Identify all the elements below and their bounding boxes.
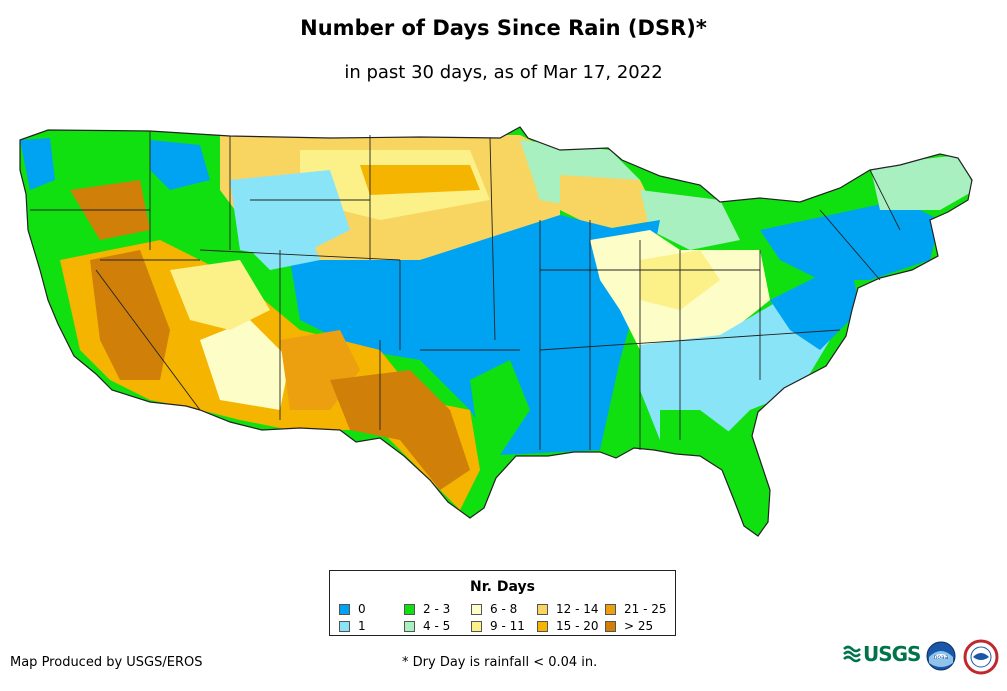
legend-swatch-12-14 (537, 603, 548, 615)
legend-item-12-14: 12 - 14 (537, 602, 599, 616)
legend-swatch-4-5 (404, 620, 415, 632)
legend-item-15-20: 15 - 20 (537, 619, 599, 633)
legend-title: Nr. Days (470, 579, 535, 595)
legend-item-6-8: 6 - 8 (471, 602, 517, 616)
legend-item-gt-25: > 25 (605, 619, 653, 633)
legend-item-4-5: 4 - 5 (404, 619, 450, 633)
us-map (0, 110, 1007, 550)
legend-swatch-1 (339, 620, 350, 632)
legend-label-4-5: 4 - 5 (423, 619, 451, 633)
legend-label-12-14: 12 - 14 (556, 602, 599, 616)
legend: Nr. Days 0 1 2 - 3 4 - 5 6 - 8 9 - 11 12… (329, 570, 676, 636)
legend-swatch-9-11 (471, 620, 482, 632)
noaa-logo: noaa (926, 641, 956, 675)
map-subtitle: in past 30 days, as of Mar 17, 2022 (344, 62, 663, 83)
legend-item-9-11: 9 - 11 (471, 619, 525, 633)
legend-item-1: 1 (339, 619, 366, 633)
legend-swatch-21-25 (605, 603, 616, 615)
state-boundaries (19, 126, 973, 537)
footnote-text: * Dry Day is rainfall < 0.04 in. (402, 655, 598, 670)
noaa-icon: noaa (926, 641, 956, 671)
legend-swatch-15-20 (537, 620, 548, 632)
legend-swatch-gt-25 (605, 620, 616, 632)
map-title: Number of Days Since Rain (DSR)* (300, 16, 707, 40)
legend-item-21-25: 21 - 25 (605, 602, 667, 616)
legend-swatch-2-3 (404, 603, 415, 615)
legend-label-2-3: 2 - 3 (423, 602, 451, 616)
legend-label-9-11: 9 - 11 (490, 619, 525, 633)
legend-label-21-25: 21 - 25 (624, 602, 667, 616)
nws-icon (963, 639, 999, 675)
usgs-logo: USGS (843, 642, 921, 666)
legend-item-2-3: 2 - 3 (404, 602, 450, 616)
legend-label-gt-25: > 25 (624, 619, 654, 633)
noaa-icon-text: noaa (934, 654, 949, 661)
legend-label-0: 0 (358, 602, 366, 616)
credit-text: Map Produced by USGS/EROS (10, 655, 203, 670)
legend-label-6-8: 6 - 8 (490, 602, 518, 616)
legend-label-1: 1 (358, 619, 366, 633)
legend-swatch-6-8 (471, 603, 482, 615)
nws-logo (963, 639, 999, 679)
legend-swatch-0 (339, 603, 350, 615)
rainfall-zones (20, 127, 972, 536)
usgs-logo-text: USGS (863, 642, 921, 666)
us-map-svg (19, 126, 973, 537)
legend-label-15-20: 15 - 20 (556, 619, 599, 633)
legend-item-0: 0 (339, 602, 366, 616)
usgs-wave-icon (843, 645, 861, 663)
